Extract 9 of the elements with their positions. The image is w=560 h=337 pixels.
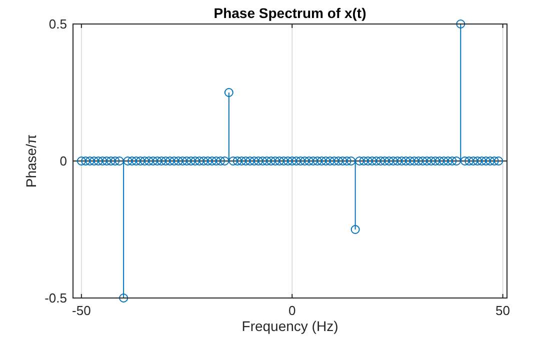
x-tick-label: 0 [288, 303, 296, 318]
x-tick-label: 50 [496, 303, 510, 318]
x-axis-title: Frequency (Hz) [242, 318, 338, 334]
y-tick-label: 0.5 [48, 16, 67, 32]
y-tick-label: -0.5 [44, 290, 67, 306]
chart-title: Phase Spectrum of x(t) [214, 5, 366, 21]
x-tick-label: -50 [72, 303, 91, 318]
y-axis-title: Phase/π [23, 134, 39, 188]
y-tick-label: 0 [60, 154, 67, 168]
